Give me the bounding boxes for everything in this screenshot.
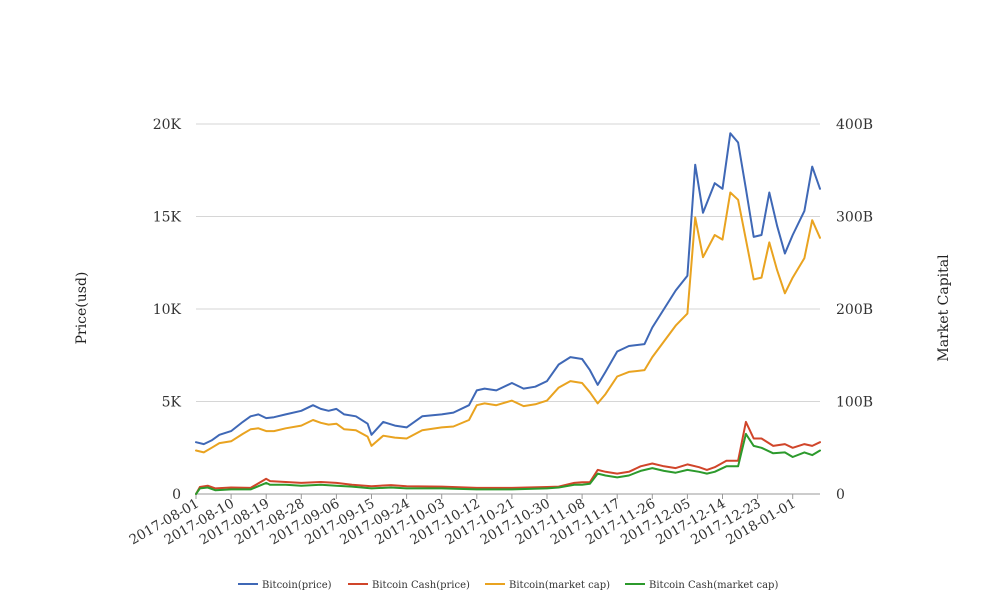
right-tick-label: 400B [836, 117, 873, 133]
left-tick-label: 10K [153, 302, 182, 318]
left-tick-label: 0 [172, 487, 181, 503]
series-line-bitcoin-market-cap [195, 191, 821, 454]
right-tick-label: 100B [836, 395, 873, 411]
series-line-bitcoin-cash-price [195, 420, 821, 495]
gridlines [196, 123, 820, 495]
legend-label: Bitcoin(price) [262, 580, 332, 591]
right-tick-label: 300B [836, 210, 873, 226]
left-axis-title: Price(usd) [74, 272, 90, 345]
right-tick-label: 200B [836, 302, 873, 318]
left-tick-label: 5K [162, 395, 182, 411]
right-tick-label: 0 [836, 487, 845, 503]
legend: Bitcoin(price) Bitcoin Cash(price) Bitcoin… [238, 580, 778, 591]
series-line-bitcoin-price [195, 132, 821, 446]
series-lines [195, 132, 821, 495]
legend-label: Bitcoin Cash(market cap) [649, 580, 778, 591]
right-axis-title: Market Capital [936, 254, 952, 362]
x-axis: 2017-08-012017-08-102017-08-192017-08-28… [127, 494, 799, 548]
left-axis-ticks: 0 5K 10K 15K 20K [153, 117, 182, 503]
legend-label: Bitcoin Cash(price) [372, 580, 470, 591]
left-tick-label: 15K [153, 210, 182, 226]
series-line-bitcoin-cash-market-cap [195, 432, 821, 495]
left-tick-label: 20K [153, 117, 182, 133]
legend-label: Bitcoin(market cap) [509, 580, 610, 591]
right-axis-ticks: 0 100B 200B 300B 400B [836, 117, 873, 503]
